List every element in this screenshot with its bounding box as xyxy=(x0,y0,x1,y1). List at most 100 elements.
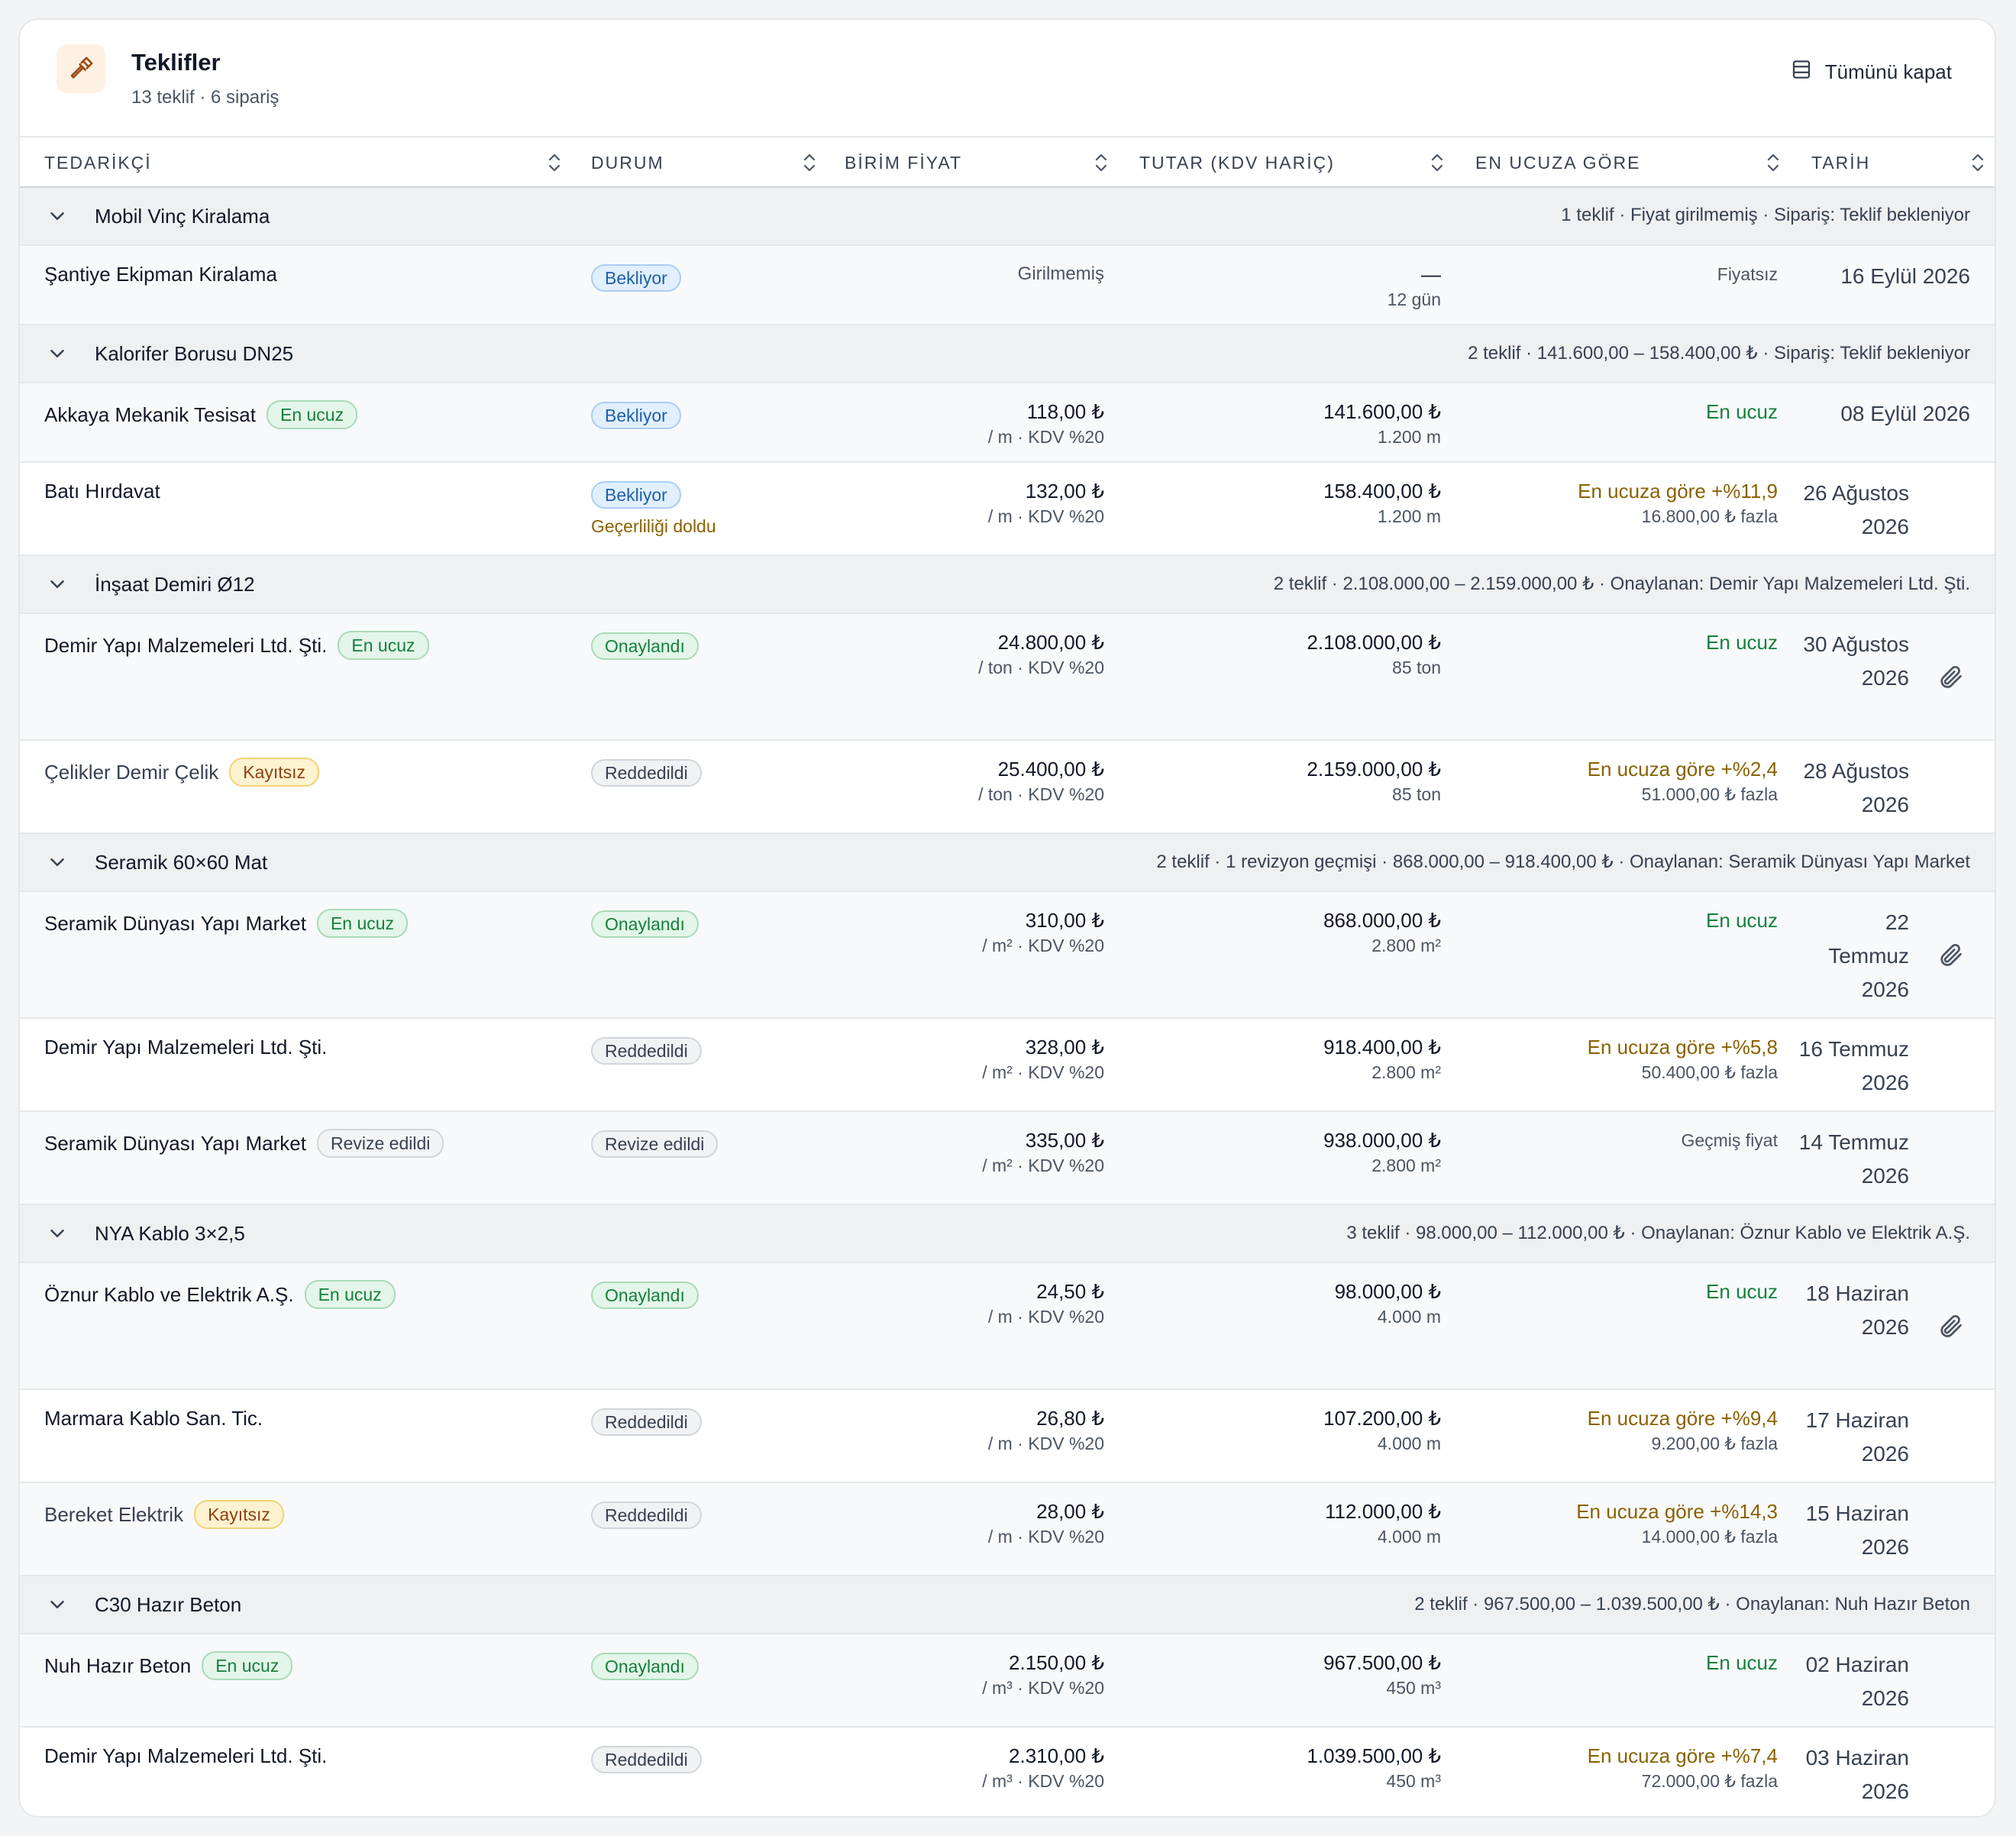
table-row[interactable]: Demir Yapı Malzemeleri Ltd. Şti. Reddedi… xyxy=(20,1728,1995,1816)
supplier-cell: Demir Yapı Malzemeleri Ltd. Şti. xyxy=(44,1744,327,1768)
table-row[interactable]: Demir Yapı Malzemeleri Ltd. Şti. En ucuz … xyxy=(20,614,1995,741)
column-header-unit-price[interactable]: BİRİM FİYAT xyxy=(845,152,963,173)
paperclip-icon[interactable] xyxy=(1937,941,1964,968)
date-cell: 15 Haziran 2026 xyxy=(1805,1501,1909,1559)
table-row[interactable]: Akkaya Mekanik Tesisat En ucuz Bekliyor 1… xyxy=(20,383,1995,463)
sort-icon[interactable] xyxy=(1430,151,1445,174)
group-name: Mobil Vinç Kiralama xyxy=(95,205,270,228)
supplier-cell: Seramik Dünyası Yapı Market Revize edildi xyxy=(44,1129,444,1158)
unit-price: 24.800,00 ₺ xyxy=(997,631,1104,654)
supplier-name[interactable]: Bereket Elektrik xyxy=(44,1502,184,1526)
collapse-all-button[interactable]: Tümünü kapat xyxy=(1790,55,1952,89)
supplier-name[interactable]: Akkaya Mekanik Tesisat xyxy=(44,402,256,426)
paperclip-icon[interactable] xyxy=(1937,663,1964,690)
total-cell: — 12 gün xyxy=(1388,261,1441,312)
sort-icon[interactable] xyxy=(1766,151,1781,174)
chevron-down-icon[interactable] xyxy=(46,851,69,874)
unit-price: 24,50 ₺ xyxy=(1036,1280,1104,1303)
offers-card: Teklifler 13 teklif · 6 sipariş Tümünü k… xyxy=(18,18,1996,1818)
sort-icon[interactable] xyxy=(547,151,562,174)
vs-cheapest-cell: Geçmiş fiyat xyxy=(1681,1127,1778,1153)
vs-cheapest-cell: Fiyatsız xyxy=(1717,261,1778,287)
chevron-down-icon[interactable] xyxy=(46,342,69,365)
total-quantity: 2.800 m² xyxy=(1371,936,1441,955)
total-cell: 158.400,00 ₺ 1.200 m xyxy=(1323,478,1441,528)
group-name: İnşaat Demiri Ø12 xyxy=(95,573,255,596)
sort-icon[interactable] xyxy=(802,151,817,174)
table-row[interactable]: Seramik Dünyası Yapı Market Revize edildi… xyxy=(20,1112,1995,1205)
unit-price-cell: 310,00 ₺ / m² · KDV %20 xyxy=(982,907,1104,958)
sort-icon[interactable] xyxy=(1970,151,1985,174)
column-header-vs-cheapest[interactable]: EN UCUZA GÖRE xyxy=(1475,152,1641,173)
total-quantity: 1.200 m xyxy=(1377,506,1441,526)
total-amount: 918.400,00 ₺ xyxy=(1323,1036,1441,1059)
total-cell: 868.000,00 ₺ 2.800 m² xyxy=(1323,907,1441,958)
supplier-name[interactable]: Şantiye Ekipman Kiralama xyxy=(44,263,277,286)
table-row[interactable]: Nuh Hazır Beton En ucuz Onaylandı 2.150,0… xyxy=(20,1634,1995,1728)
supplier-name[interactable]: Batı Hırdavat xyxy=(44,480,160,503)
group-header[interactable]: Mobil Vinç Kiralama 1 teklif · Fiyat gir… xyxy=(20,188,1995,246)
vs-cheapest-label: En ucuza göre +%11,9 xyxy=(1578,480,1778,503)
total-amount: 98.000,00 ₺ xyxy=(1334,1280,1441,1303)
table-header: TEDARİKÇİ DURUM BİRİM FİYAT TUTAR (KDV H… xyxy=(20,137,1995,188)
total-cell: 2.159.000,00 ₺ 85 ton xyxy=(1307,756,1441,806)
supplier-name[interactable]: Seramik Dünyası Yapı Market xyxy=(44,911,306,935)
unit-price-cell: 24.800,00 ₺ / ton · KDV %20 xyxy=(978,629,1104,680)
chevron-down-icon[interactable] xyxy=(46,1222,69,1245)
table-row[interactable]: Marmara Kablo San. Tic. Reddedildi 26,80… xyxy=(20,1390,1995,1483)
supplier-name[interactable]: Çelikler Demir Çelik xyxy=(44,760,219,784)
status-cell: Bekliyor xyxy=(591,264,681,292)
total-cell: 2.108.000,00 ₺ 85 ton xyxy=(1307,629,1441,680)
vs-cheapest-cell: En ucuz xyxy=(1706,1278,1778,1304)
supplier-name[interactable]: Marmara Kablo San. Tic. xyxy=(44,1407,263,1430)
table-row[interactable]: Bereket Elektrik Kayıtsız Reddedildi 28,0… xyxy=(20,1483,1995,1576)
status-cell: Reddedildi xyxy=(591,759,702,787)
chevron-down-icon[interactable] xyxy=(46,205,69,228)
group-summary: 2 teklif · 2.108.000,00 – 2.159.000,00 ₺… xyxy=(1273,574,1970,594)
group-header[interactable]: Kalorifer Borusu DN25 2 teklif · 141.600… xyxy=(20,325,1995,383)
table-row[interactable]: Çelikler Demir Çelik Kayıtsız Reddedildi … xyxy=(20,741,1995,834)
vs-cheapest-label: En ucuz xyxy=(1706,909,1778,932)
date-cell: 22 Temmuz 2026 xyxy=(1828,910,1909,1001)
group-summary: 3 teklif · 98.000,00 – 112.000,00 ₺ · On… xyxy=(1346,1223,1970,1243)
supplier-name[interactable]: Demir Yapı Malzemeleri Ltd. Şti. xyxy=(44,633,328,657)
group-header[interactable]: NYA Kablo 3×2,5 3 teklif · 98.000,00 – 1… xyxy=(20,1205,1995,1263)
total-quantity: 12 gün xyxy=(1387,289,1441,309)
column-header-supplier[interactable]: TEDARİKÇİ xyxy=(44,152,152,173)
date-cell: 08 Eylül 2026 xyxy=(1840,402,1970,425)
vs-cheapest-label: En ucuz xyxy=(1706,631,1778,654)
sort-icon[interactable] xyxy=(1094,151,1109,174)
column-header-status[interactable]: DURUM xyxy=(591,152,664,173)
vs-cheapest-cell: En ucuza göre +%2,4 51.000,00 ₺ fazla xyxy=(1588,756,1778,806)
chevron-down-icon[interactable] xyxy=(46,1593,69,1616)
date-cell: 03 Haziran 2026 xyxy=(1805,1746,1909,1803)
total-amount: 1.039.500,00 ₺ xyxy=(1307,1744,1441,1767)
group-header[interactable]: C30 Hazır Beton 2 teklif · 967.500,00 – … xyxy=(20,1576,1995,1634)
cheapest-tag: En ucuz xyxy=(304,1280,396,1309)
group-header[interactable]: İnşaat Demiri Ø12 2 teklif · 2.108.000,0… xyxy=(20,556,1995,614)
paperclip-icon[interactable] xyxy=(1937,1312,1964,1340)
table-row[interactable]: Batı Hırdavat Bekliyor Geçerliliği doldu … xyxy=(20,463,1995,556)
gavel-icon xyxy=(57,44,105,93)
group-name: Seramik 60×60 Mat xyxy=(95,851,268,874)
vs-cheapest-label: En ucuza göre +%5,8 xyxy=(1587,1036,1778,1059)
status-badge: Bekliyor xyxy=(591,402,681,429)
chevron-down-icon[interactable] xyxy=(46,573,69,596)
supplier-name[interactable]: Demir Yapı Malzemeleri Ltd. Şti. xyxy=(44,1744,328,1767)
table-row[interactable]: Şantiye Ekipman Kiralama Bekliyor Girilm… xyxy=(20,246,1995,325)
table-row[interactable]: Seramik Dünyası Yapı Market En ucuz Onayl… xyxy=(20,892,1995,1019)
table-row[interactable]: Öznur Kablo ve Elektrik A.Ş. En ucuz Onay… xyxy=(20,1263,1995,1390)
supplier-name[interactable]: Seramik Dünyası Yapı Market xyxy=(44,1131,306,1155)
supplier-name[interactable]: Öznur Kablo ve Elektrik A.Ş. xyxy=(44,1282,294,1306)
unit-price-detail: / m · KDV %20 xyxy=(987,1434,1104,1453)
unit-price-cell: 335,00 ₺ / m² · KDV %20 xyxy=(982,1127,1104,1178)
group-header[interactable]: Seramik 60×60 Mat 2 teklif · 1 revizyon … xyxy=(20,834,1995,892)
vs-cheapest-label: En ucuza göre +%2,4 xyxy=(1587,758,1778,781)
table-row[interactable]: Demir Yapı Malzemeleri Ltd. Şti. Reddedi… xyxy=(20,1019,1995,1112)
column-header-total[interactable]: TUTAR (KDV HARİÇ) xyxy=(1139,152,1335,173)
unit-price-cell: 328,00 ₺ / m² · KDV %20 xyxy=(982,1034,1104,1084)
total-amount: 141.600,00 ₺ xyxy=(1323,400,1441,423)
column-header-date[interactable]: TARİH xyxy=(1811,152,1871,173)
supplier-name[interactable]: Demir Yapı Malzemeleri Ltd. Şti. xyxy=(44,1036,328,1059)
supplier-name[interactable]: Nuh Hazır Beton xyxy=(44,1653,192,1677)
